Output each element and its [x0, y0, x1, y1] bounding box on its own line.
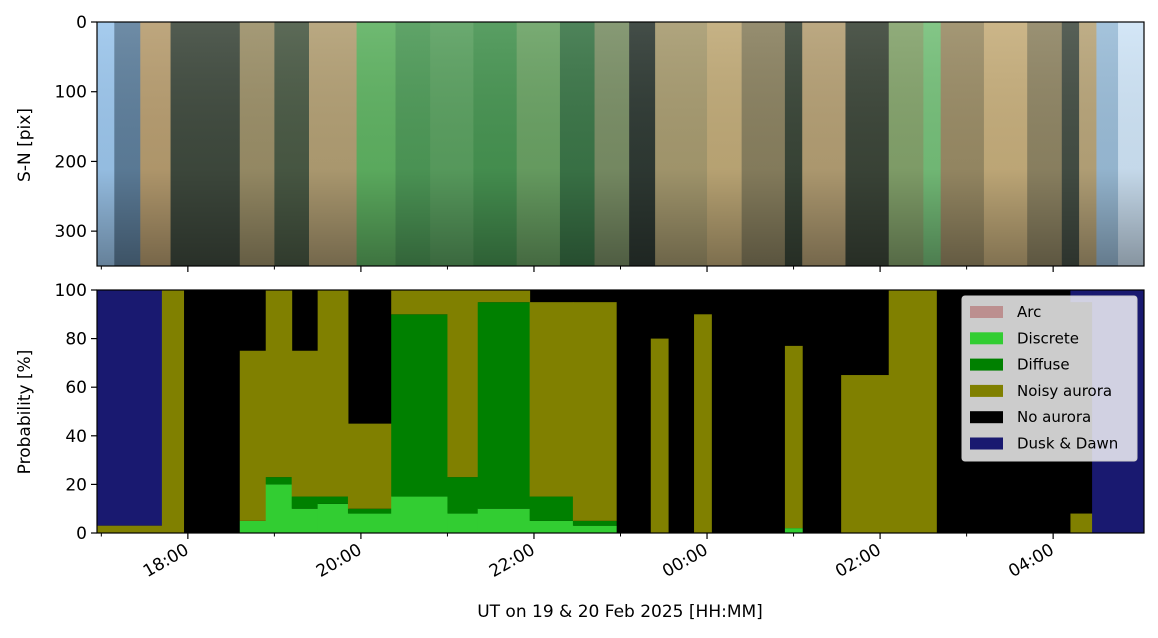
legend-swatch	[970, 306, 1003, 318]
y-tick-label: 300	[55, 222, 87, 242]
y-tick-label: 20	[65, 475, 87, 495]
discrete-area	[477, 508, 531, 533]
legend-label: Dusk & Dawn	[1017, 435, 1118, 453]
diffuse-area	[291, 496, 319, 509]
noisy-aurora-area	[477, 290, 531, 303]
keogram-shading	[97, 22, 1144, 266]
x-tick-label: 02:00	[832, 540, 884, 582]
diffuse-area	[572, 520, 617, 526]
keogram-y-axis-label: S-N [pix]	[15, 108, 35, 182]
diffuse-area	[347, 508, 392, 514]
y-tick-label: 0	[76, 524, 87, 544]
probability-panel: 0 20 40 60 80 100 18:00 20:00 22:00 00:00 02:00 04…	[15, 281, 1145, 622]
keogram-x-ticks	[100, 266, 1054, 272]
x-tick-label: 04:00	[1005, 540, 1057, 582]
noisy-aurora-area	[347, 423, 392, 509]
noisy-aurora-area	[239, 350, 267, 521]
discrete-area	[291, 508, 319, 533]
legend-label: Diffuse	[1017, 356, 1070, 374]
noisy-aurora-area	[841, 375, 890, 533]
noisy-aurora-area	[97, 525, 163, 533]
probability-areas	[97, 290, 1144, 533]
noisy-aurora-area	[317, 290, 349, 497]
noisy-aurora-area	[650, 338, 669, 533]
keogram-panel: 0 100 200 300 S-N [pix]	[15, 13, 1145, 272]
discrete-area	[447, 513, 479, 533]
diffuse-area	[391, 314, 448, 497]
probability-y-axis-label: Probability [%]	[15, 350, 35, 475]
diffuse-area	[447, 477, 479, 514]
noisy-aurora-area	[1070, 513, 1093, 533]
diffuse-area	[265, 477, 293, 485]
legend-label: Arc	[1017, 303, 1041, 321]
y-tick-label: 100	[55, 83, 87, 103]
y-tick-label: 80	[65, 330, 87, 350]
discrete-area	[239, 520, 267, 533]
noisy-aurora-area	[391, 290, 448, 315]
y-tick-label: 100	[55, 281, 87, 301]
discrete-area	[265, 484, 293, 533]
legend: Arc Discrete Diffuse Noisy aurora No aurora D…	[961, 295, 1138, 462]
noisy-aurora-area	[447, 290, 479, 478]
legend-swatch	[970, 332, 1003, 345]
time-x-axis: 18:00 20:00 22:00 00:00 02:00 04:00	[100, 533, 1058, 582]
keogram-y-axis: 0 100 200 300	[55, 13, 97, 242]
noisy-aurora-area	[572, 302, 617, 521]
y-tick-label: 0	[76, 13, 87, 33]
noisy-aurora-area	[161, 290, 185, 533]
diffuse-area	[477, 302, 531, 509]
legend-swatch	[970, 411, 1003, 424]
discrete-area	[347, 513, 392, 533]
x-tick-label: 22:00	[486, 540, 538, 582]
legend-swatch	[970, 437, 1003, 450]
noisy-aurora-area	[784, 345, 803, 529]
dusk-dawn-area	[97, 290, 163, 526]
diffuse-area	[317, 496, 349, 504]
y-tick-label: 200	[55, 152, 87, 172]
x-tick-label: 00:00	[659, 540, 711, 582]
time-x-axis-label: UT on 19 & 20 Feb 2025 [HH:MM]	[477, 602, 763, 622]
y-tick-label: 60	[65, 378, 87, 398]
legend-label: No aurora	[1017, 408, 1091, 426]
legend-box	[961, 295, 1138, 462]
noisy-aurora-area	[291, 350, 319, 497]
diffuse-area	[529, 496, 574, 521]
y-tick-label: 40	[65, 427, 87, 447]
discrete-area	[317, 503, 349, 533]
discrete-area	[391, 496, 448, 533]
legend-label: Noisy aurora	[1017, 382, 1112, 400]
noisy-aurora-area	[888, 290, 937, 533]
legend-swatch	[970, 384, 1003, 397]
x-tick-label: 20:00	[313, 540, 365, 582]
x-tick-label: 18:00	[140, 540, 192, 582]
noisy-aurora-area	[694, 314, 712, 533]
discrete-area	[529, 520, 574, 533]
noisy-aurora-area	[265, 290, 293, 478]
discrete-area	[572, 525, 617, 533]
legend-label: Discrete	[1017, 329, 1079, 347]
discrete-area	[784, 528, 803, 533]
noisy-aurora-area	[529, 302, 574, 497]
legend-swatch	[970, 358, 1003, 371]
probability-y-axis: 0 20 40 60 80 100	[55, 281, 97, 544]
